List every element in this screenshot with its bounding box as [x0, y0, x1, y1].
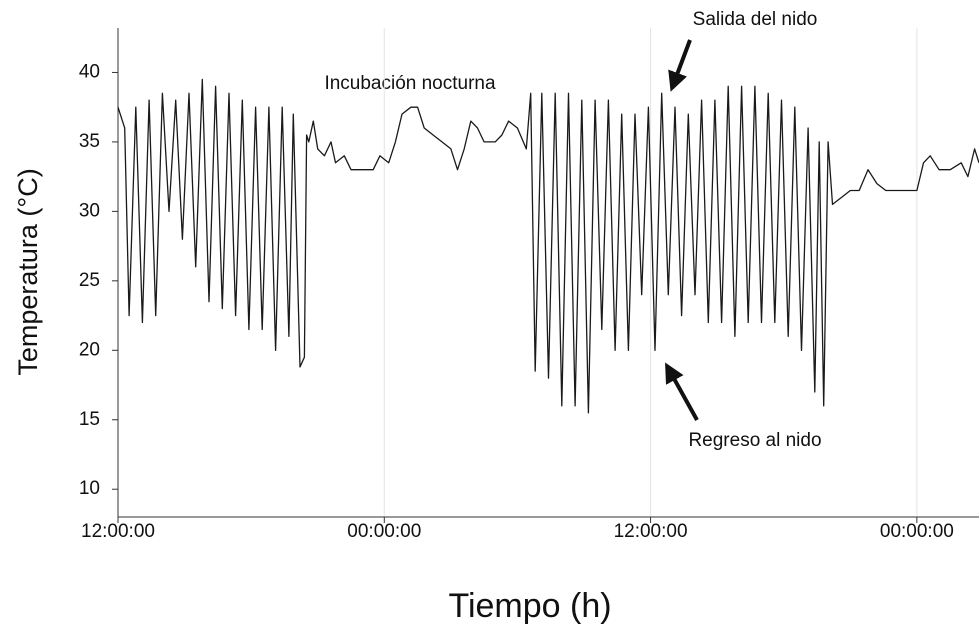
data-line — [117, 78, 979, 414]
y-tick-label: 40 — [79, 61, 100, 82]
y-axis-label: Temperatura (°C) — [13, 168, 43, 375]
x-axis-label: Tiempo (h) — [448, 587, 611, 625]
x-tick-label: 00:00:00 — [880, 521, 954, 542]
annotation: Incubación nocturna — [324, 73, 496, 94]
y-tick-label: 10 — [79, 478, 100, 499]
y-tick-label: 35 — [79, 131, 100, 152]
annotation: Salida del nido — [693, 9, 818, 30]
y-tick-label: 30 — [79, 200, 100, 221]
x-tick-label: 12:00:00 — [614, 521, 688, 542]
arrow — [668, 39, 692, 92]
annotation: Regreso al nido — [688, 430, 821, 451]
x-tick-label: 12:00:00 — [81, 521, 155, 542]
arrow — [665, 362, 699, 421]
y-tick-label: 20 — [79, 339, 100, 360]
y-tick-label: 25 — [79, 270, 100, 291]
x-tick-label: 00:00:00 — [347, 521, 421, 542]
y-tick-label: 15 — [79, 409, 100, 430]
